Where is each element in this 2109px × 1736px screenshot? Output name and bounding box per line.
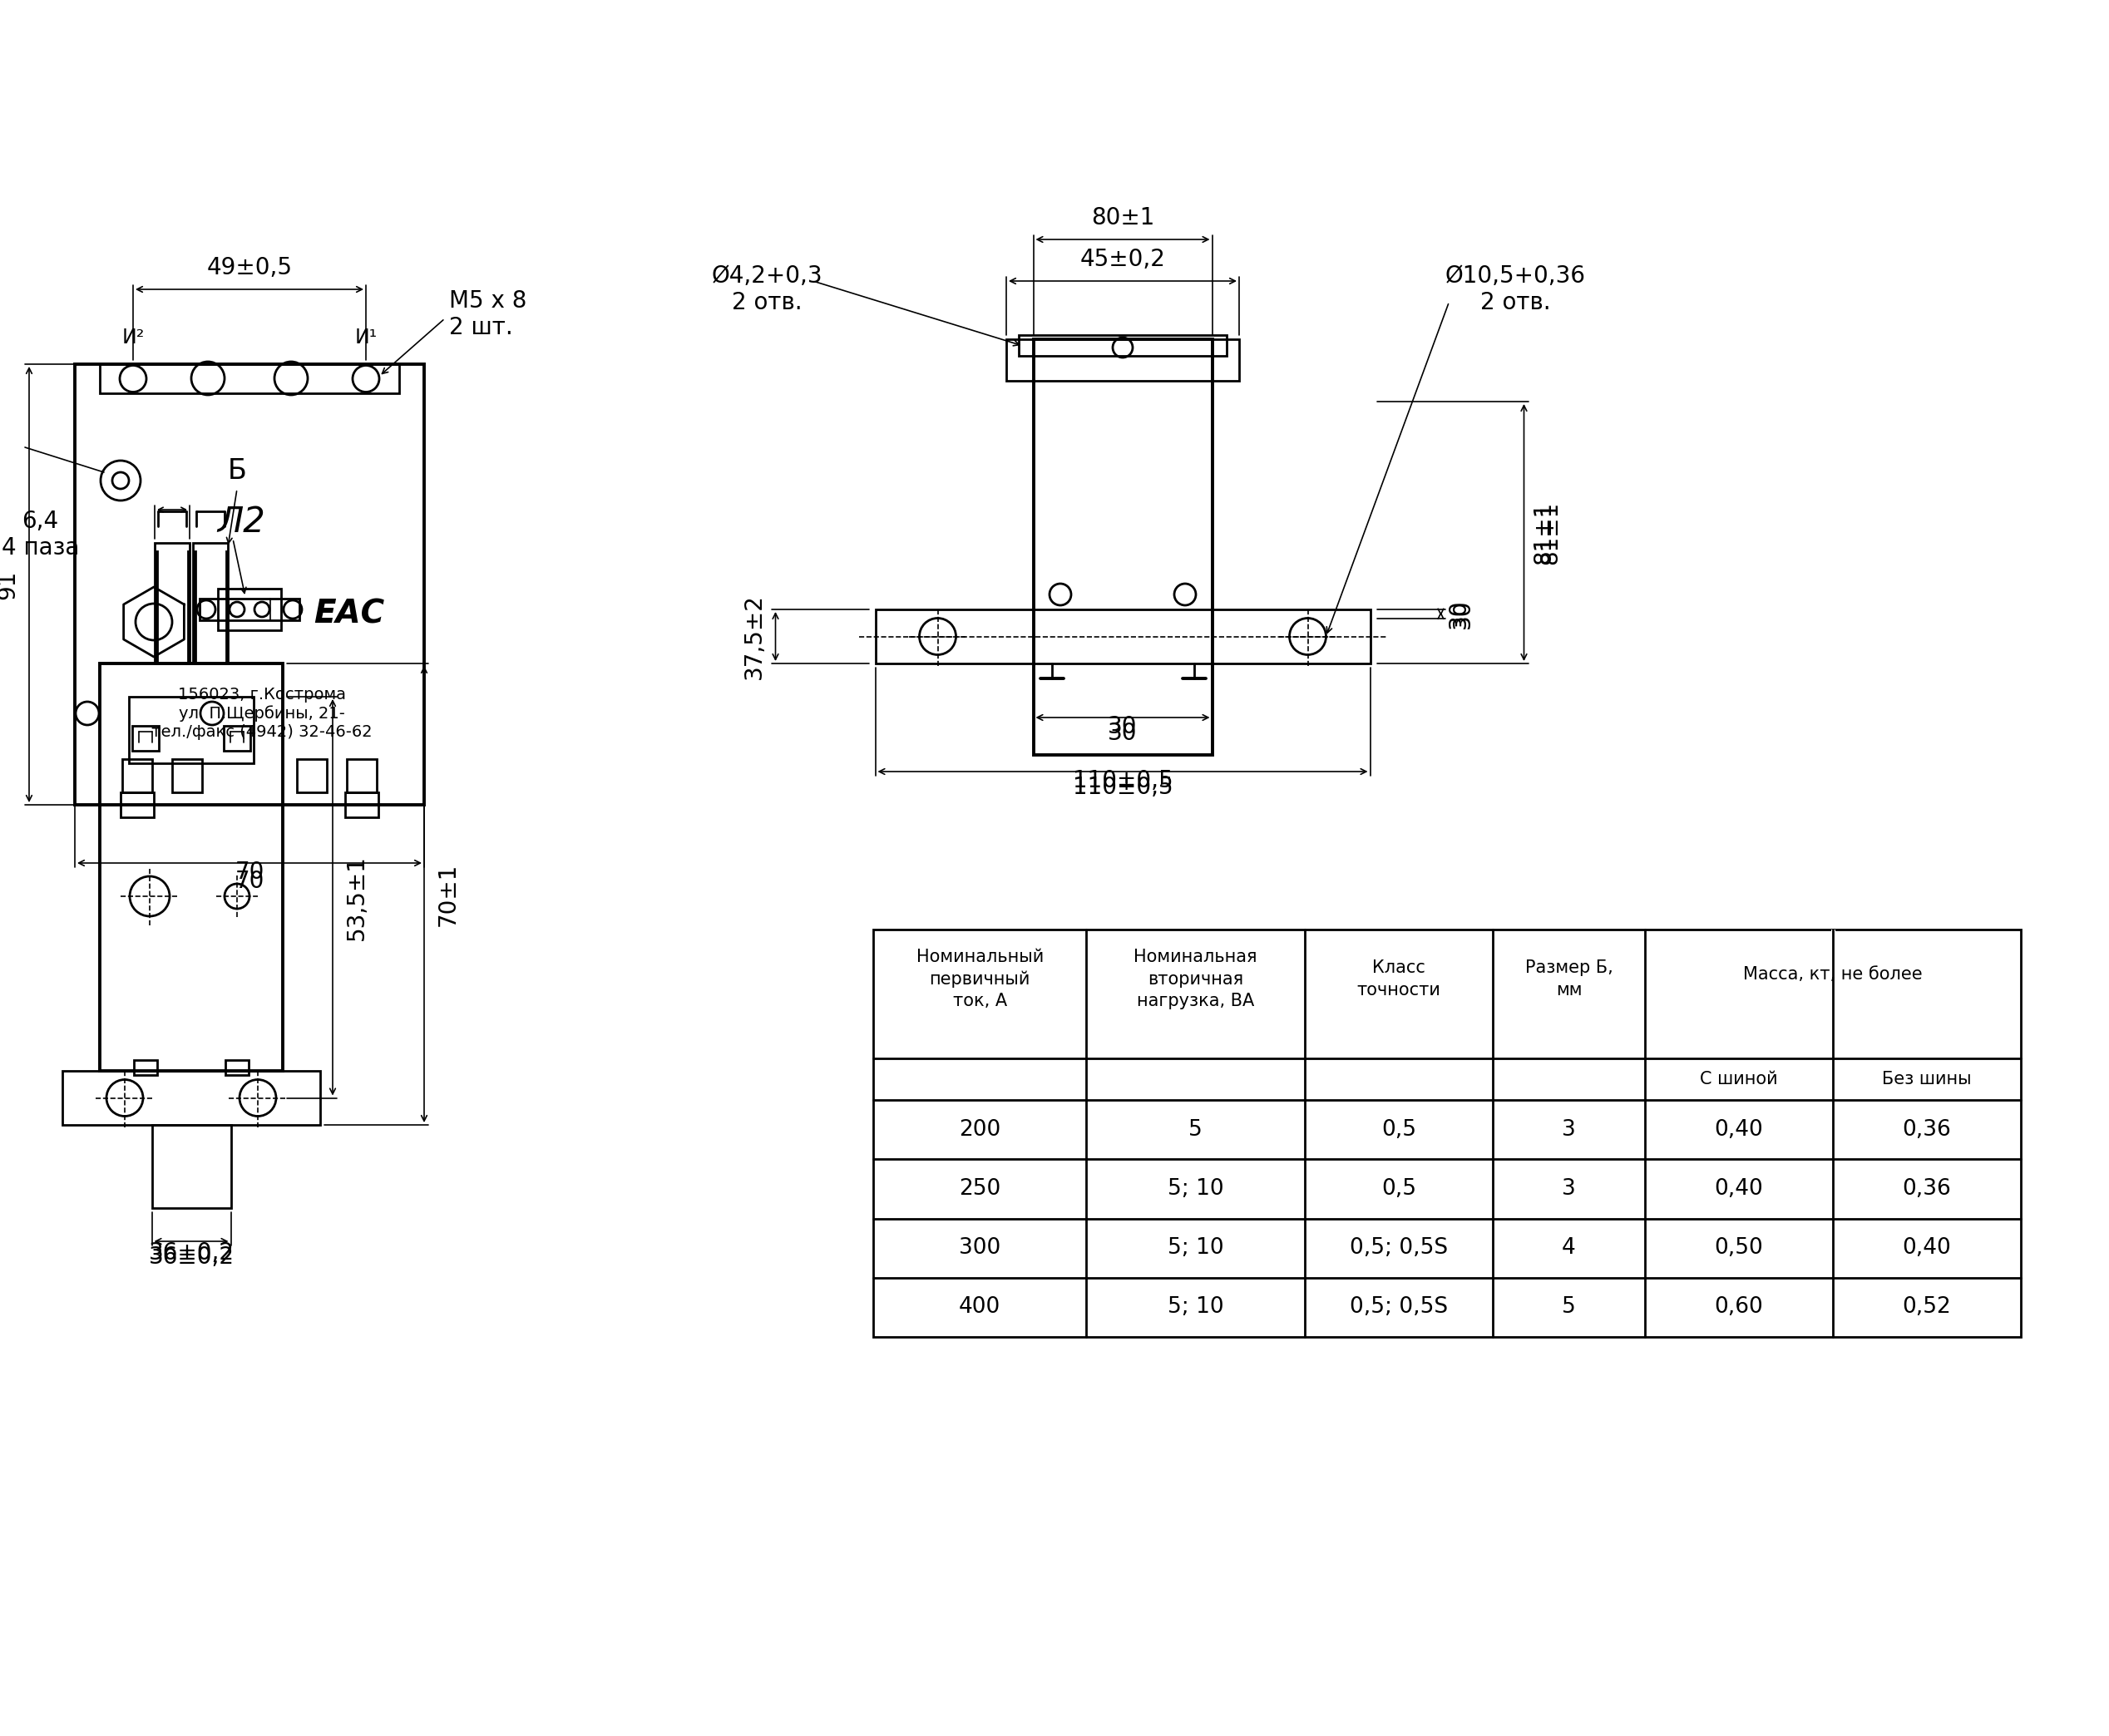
Bar [1006,339,1240,380]
Bar [1033,339,1213,755]
Text: 250: 250 [960,1179,1002,1200]
Text: 6,4
4 паза: 6,4 4 паза [2,509,78,559]
Text: 30: 30 [1107,722,1137,745]
Text: 30: 30 [1447,599,1470,628]
Text: 5: 5 [1189,1118,1202,1141]
Text: 0,60: 0,60 [1715,1297,1763,1318]
Text: Номинальная
вторичная
нагрузка, ВА: Номинальная вторичная нагрузка, ВА [1135,950,1257,1009]
Text: 110±0,5: 110±0,5 [1073,769,1173,792]
Text: 3: 3 [1563,1179,1575,1200]
Text: 5; 10: 5; 10 [1168,1179,1223,1200]
Text: Масса, кт, не более: Масса, кт, не более [1744,967,1923,983]
Text: 30: 30 [1451,599,1474,628]
Bar [74,365,424,806]
Text: Без шины: Без шины [1881,1071,1972,1087]
Text: 5: 5 [1563,1297,1575,1318]
Text: 36±0,2: 36±0,2 [148,1241,234,1264]
Text: 200: 200 [960,1118,1002,1141]
Bar [120,792,154,818]
Bar [173,759,202,792]
Bar [1831,929,1835,1059]
Bar [152,1125,230,1208]
Text: 110±0,5: 110±0,5 [1073,776,1173,799]
Text: 37,5±2: 37,5±2 [742,594,766,679]
Text: 0,40: 0,40 [1902,1238,1951,1259]
Bar [63,1071,321,1125]
Text: 70±1: 70±1 [437,863,460,925]
Bar [1019,335,1227,356]
Text: Ø4,2+0,3
2 отв.: Ø4,2+0,3 2 отв. [711,264,823,314]
Text: Л2: Л2 [217,505,266,540]
Text: 45±0,2: 45±0,2 [1080,248,1166,271]
Bar [217,589,280,630]
Text: 70: 70 [234,861,264,884]
Text: 81±1: 81±1 [1540,500,1563,564]
Text: 0,40: 0,40 [1715,1179,1763,1200]
Text: 0,50: 0,50 [1715,1238,1763,1259]
Text: И²: И² [122,328,143,347]
Text: 4: 4 [1563,1238,1575,1259]
Text: 81±1: 81±1 [1533,500,1556,564]
Bar [346,792,378,818]
Text: 53,5±1: 53,5±1 [346,854,369,941]
Text: 70: 70 [234,870,264,892]
Bar [346,759,378,792]
Text: 300: 300 [960,1238,1002,1259]
Text: И¹: И¹ [354,328,378,347]
Text: Б: Б [228,457,247,484]
Bar [129,696,253,764]
Bar [154,543,190,663]
Bar [133,1061,158,1075]
Text: 3: 3 [1563,1118,1575,1141]
Text: 0,40: 0,40 [1715,1118,1763,1141]
Text: 0,52: 0,52 [1902,1297,1951,1318]
Bar [297,759,327,792]
Bar [224,726,251,750]
Text: 156023, г.Кострома
ул. П.Щербины, 21-
тел./факс (4942) 32-46-62: 156023, г.Кострома ул. П.Щербины, 21- те… [152,687,373,740]
Bar [122,759,152,792]
Text: 5; 10: 5; 10 [1168,1297,1223,1318]
Text: M5 x 8
2 шт.: M5 x 8 2 шт. [449,290,527,339]
Text: 36±0,2: 36±0,2 [148,1245,234,1269]
Bar [99,365,399,394]
Text: 0,5: 0,5 [1381,1118,1417,1141]
Bar [133,726,158,750]
Text: Класс
точности: Класс точности [1356,960,1440,998]
Text: 30: 30 [1107,715,1137,738]
Text: С шиной: С шиной [1700,1071,1778,1087]
Text: Номинальный
первичный
ток, А: Номинальный первичный ток, А [915,948,1044,1010]
Text: 0,36: 0,36 [1902,1179,1951,1200]
Text: 0,5; 0,5S: 0,5; 0,5S [1350,1238,1449,1259]
Text: 49±0,5: 49±0,5 [207,257,293,279]
Bar [873,929,2020,1337]
Text: 80±1: 80±1 [1090,207,1154,229]
Text: Размер Б,
мм: Размер Б, мм [1525,960,1613,998]
Bar [192,543,228,663]
Text: 0,5; 0,5S: 0,5; 0,5S [1350,1297,1449,1318]
Text: Ø10,5+0,36
2 отв.: Ø10,5+0,36 2 отв. [1445,264,1586,314]
Text: 5; 10: 5; 10 [1168,1238,1223,1259]
Text: 0,5: 0,5 [1381,1179,1417,1200]
Text: 91: 91 [0,569,19,599]
Bar [99,663,283,1071]
Bar [875,609,1371,663]
Bar [200,599,299,620]
Text: ЕАС: ЕАС [314,597,384,630]
Bar [226,1061,249,1075]
Text: 0,36: 0,36 [1902,1118,1951,1141]
Text: 400: 400 [960,1297,1002,1318]
